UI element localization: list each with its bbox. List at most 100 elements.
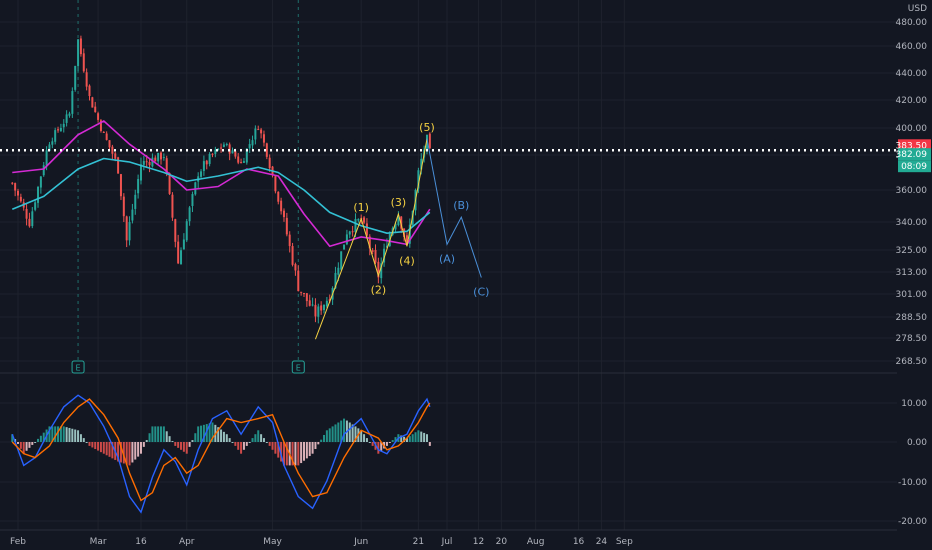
candle[interactable] xyxy=(148,158,151,173)
candle[interactable] xyxy=(237,153,240,165)
candle[interactable] xyxy=(157,152,160,165)
candle[interactable] xyxy=(191,191,194,213)
candle[interactable] xyxy=(371,247,374,255)
candle[interactable] xyxy=(285,212,288,237)
candle[interactable] xyxy=(59,123,62,132)
wave-label[interactable]: (2) xyxy=(371,284,387,297)
wave-label[interactable]: (C) xyxy=(473,286,489,299)
candle[interactable] xyxy=(417,167,420,193)
candle[interactable] xyxy=(325,297,328,309)
candle[interactable] xyxy=(363,216,366,224)
candle[interactable] xyxy=(105,131,108,141)
candle[interactable] xyxy=(222,142,225,148)
candle[interactable] xyxy=(240,158,243,164)
candle[interactable] xyxy=(260,127,263,139)
candle[interactable] xyxy=(205,159,208,170)
candle[interactable] xyxy=(17,188,19,201)
candle[interactable] xyxy=(308,294,311,307)
candle[interactable] xyxy=(380,257,383,284)
candle[interactable] xyxy=(242,157,245,163)
candle[interactable] xyxy=(311,297,314,307)
candle[interactable] xyxy=(211,153,214,158)
candle[interactable] xyxy=(68,111,71,118)
earnings-marker[interactable]: E xyxy=(71,360,85,374)
candle[interactable] xyxy=(217,148,220,151)
candle[interactable] xyxy=(214,146,217,158)
wave-label[interactable]: (1) xyxy=(353,201,369,214)
candle[interactable] xyxy=(348,230,351,239)
candle[interactable] xyxy=(71,87,74,118)
candle[interactable] xyxy=(128,216,131,246)
candle[interactable] xyxy=(65,110,68,127)
candle[interactable] xyxy=(131,203,134,224)
candle[interactable] xyxy=(54,127,57,145)
earnings-marker[interactable]: E xyxy=(291,360,305,374)
macd-indicator[interactable] xyxy=(11,394,431,514)
candle[interactable] xyxy=(79,35,82,57)
candle[interactable] xyxy=(257,125,260,131)
candle[interactable] xyxy=(225,142,228,147)
candle[interactable] xyxy=(102,131,105,133)
candle[interactable] xyxy=(82,48,85,73)
candle[interactable] xyxy=(268,154,271,172)
wave-label[interactable]: (4) xyxy=(399,254,415,267)
candle[interactable] xyxy=(85,68,88,91)
candle[interactable] xyxy=(323,304,326,314)
candle[interactable] xyxy=(428,132,431,149)
candle[interactable] xyxy=(262,130,265,147)
candle[interactable] xyxy=(254,125,257,145)
candle[interactable] xyxy=(383,243,386,267)
candle[interactable] xyxy=(188,205,191,226)
candle[interactable] xyxy=(200,169,203,178)
candle[interactable] xyxy=(142,155,145,171)
candle[interactable] xyxy=(77,38,80,72)
candle[interactable] xyxy=(134,189,137,215)
candle[interactable] xyxy=(277,191,280,205)
candle[interactable] xyxy=(125,215,128,248)
candle[interactable] xyxy=(111,144,114,160)
candle[interactable] xyxy=(220,143,223,153)
candle[interactable] xyxy=(374,244,377,265)
candle[interactable] xyxy=(11,181,14,185)
candle[interactable] xyxy=(297,265,300,292)
candle[interactable] xyxy=(137,174,140,199)
candle[interactable] xyxy=(182,233,185,250)
candle[interactable] xyxy=(282,208,285,222)
elliott-wave-annotations[interactable]: (1) (2) (3) (4) (5) (A) (B) (C) xyxy=(314,121,489,340)
corrective-projection-path[interactable] xyxy=(426,138,482,278)
price-axis[interactable]: USD 480.00460.00440.00420.00400.00380.00… xyxy=(896,0,932,530)
candle[interactable] xyxy=(377,257,380,284)
wave-label[interactable]: (B) xyxy=(453,199,469,212)
wave-label[interactable]: (5) xyxy=(419,121,435,134)
candle[interactable] xyxy=(171,192,174,221)
candle[interactable] xyxy=(37,185,40,208)
candle[interactable] xyxy=(231,147,234,154)
candle[interactable] xyxy=(300,291,303,296)
wave-label[interactable]: (A) xyxy=(439,252,455,265)
candle[interactable] xyxy=(122,193,125,222)
time-axis[interactable]: Feb Mar 16 Apr May Jun 21 Jul 12 20 Aug 16 24 Sep xyxy=(0,529,932,550)
candle[interactable] xyxy=(305,293,308,307)
candle[interactable] xyxy=(303,292,305,298)
candle[interactable] xyxy=(291,242,294,267)
candle[interactable] xyxy=(317,303,320,324)
candle[interactable] xyxy=(248,138,251,153)
candle[interactable] xyxy=(345,229,348,246)
candle[interactable] xyxy=(34,199,37,212)
candle[interactable] xyxy=(91,96,94,108)
candle[interactable] xyxy=(14,182,17,197)
candle[interactable] xyxy=(119,173,122,201)
candle[interactable] xyxy=(74,65,77,92)
candle[interactable] xyxy=(117,156,120,174)
candle[interactable] xyxy=(340,251,343,271)
candle[interactable] xyxy=(28,212,31,228)
wave-label[interactable]: (3) xyxy=(391,196,407,209)
candle[interactable] xyxy=(180,247,183,265)
candle[interactable] xyxy=(97,111,100,123)
candle[interactable] xyxy=(94,101,97,113)
candle[interactable] xyxy=(265,142,268,160)
candle[interactable] xyxy=(177,234,180,265)
candle[interactable] xyxy=(31,207,34,229)
candle[interactable] xyxy=(280,197,283,215)
